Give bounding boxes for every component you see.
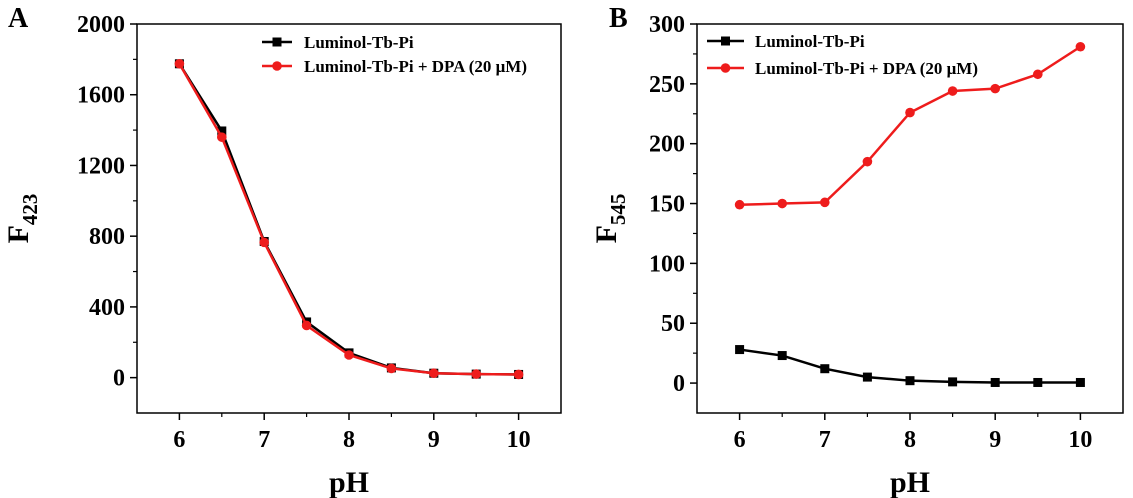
y-tick-label: 200 — [649, 132, 685, 158]
data-point-circle — [1033, 69, 1043, 80]
data-point-square — [948, 377, 958, 387]
x-axis-title: pH — [890, 466, 930, 498]
data-point-square — [1075, 377, 1085, 387]
data-point-square — [217, 126, 227, 136]
data-point-circle — [259, 237, 270, 248]
legend-marker-square — [721, 36, 730, 46]
y-tick-label: 50 — [661, 311, 685, 337]
y-tick-label: 400 — [89, 295, 125, 321]
y-tick-label: 1600 — [77, 83, 125, 109]
data-point-square — [905, 376, 915, 386]
y-tick-label: 100 — [649, 251, 685, 277]
panel-a: 6 7 8 9 10 0 400 800 1200 1600 2000 ApH F423 Luminol-… — [2, 3, 562, 498]
data-point-circle — [386, 363, 397, 374]
y-tick-label: 300 — [649, 12, 685, 38]
legend-marker-circle — [272, 61, 282, 71]
data-point-square — [862, 372, 872, 382]
data-point-circle — [777, 198, 787, 209]
legend-label: Luminol-Tb-Pi + DPA (20 μM) — [755, 59, 978, 78]
data-point-square — [735, 345, 745, 355]
data-point-circle — [301, 320, 312, 331]
y-tick-label: 1200 — [77, 153, 125, 179]
legend-label: Luminol-Tb-Pi + DPA (20 μM) — [304, 57, 527, 76]
y-tick-label: 800 — [89, 224, 125, 250]
y-tick-label: 2000 — [77, 12, 125, 38]
data-point-circle — [344, 350, 354, 360]
data-point-square — [990, 377, 1000, 387]
series-line-1 — [178, 63, 519, 376]
y-tick-label: 0 — [113, 366, 125, 392]
panel-b: 6 7 8 9 10050100150200250300BpHF545Luminol-T… — [590, 3, 1124, 498]
x-tick-label: 6 — [173, 427, 185, 453]
data-point-circle — [990, 83, 1000, 94]
x-tick-label: 8 — [343, 427, 355, 453]
x-tick-label: 10 — [507, 427, 531, 453]
data-point-circle — [217, 132, 227, 142]
data-point-square — [777, 351, 787, 361]
x-tick-label: 7 — [258, 427, 270, 453]
data-point-circle — [1075, 41, 1086, 52]
x-tick-label: 9 — [989, 427, 1001, 453]
y-axis-title: F545 — [590, 194, 630, 244]
legend-marker-circle — [720, 63, 731, 73]
plot-frame — [696, 23, 1124, 414]
x-tick-label: 9 — [428, 427, 440, 453]
panel-label: A — [8, 3, 29, 34]
x-axis-title: pH — [329, 466, 369, 498]
data-point-circle — [734, 199, 745, 210]
series-line-0 — [178, 63, 519, 376]
legend-label: Luminol-Tb-Pi — [304, 33, 414, 52]
data-point-circle — [947, 86, 958, 96]
y-axis-title-base: F — [590, 225, 623, 243]
x-tick-label: 6 — [734, 427, 746, 453]
legend-marker-square — [272, 37, 282, 47]
y-axis-title-subscript: 423 — [18, 194, 42, 226]
data-point-circle — [820, 197, 830, 208]
data-point-square — [1033, 377, 1043, 387]
y-tick-label: 150 — [649, 192, 685, 218]
data-point-square — [820, 364, 830, 374]
x-tick-label: 10 — [1068, 427, 1092, 453]
data-point-circle — [513, 369, 524, 380]
data-point-circle — [174, 58, 185, 69]
panel-label: B — [609, 3, 628, 34]
y-tick-label: 0 — [673, 371, 685, 397]
data-point-circle — [905, 107, 915, 118]
x-tick-label: 8 — [904, 427, 916, 453]
y-axis-title: F423 — [2, 194, 42, 244]
legend-label: Luminol-Tb-Pi — [755, 32, 865, 51]
data-point-circle — [862, 156, 873, 167]
y-tick-label: 250 — [649, 72, 685, 98]
y-axis-title-subscript: 545 — [606, 194, 630, 226]
y-axis-title-base: F — [2, 225, 35, 243]
data-point-circle — [471, 369, 482, 379]
data-point-circle — [429, 368, 439, 379]
x-tick-label: 7 — [819, 427, 831, 453]
